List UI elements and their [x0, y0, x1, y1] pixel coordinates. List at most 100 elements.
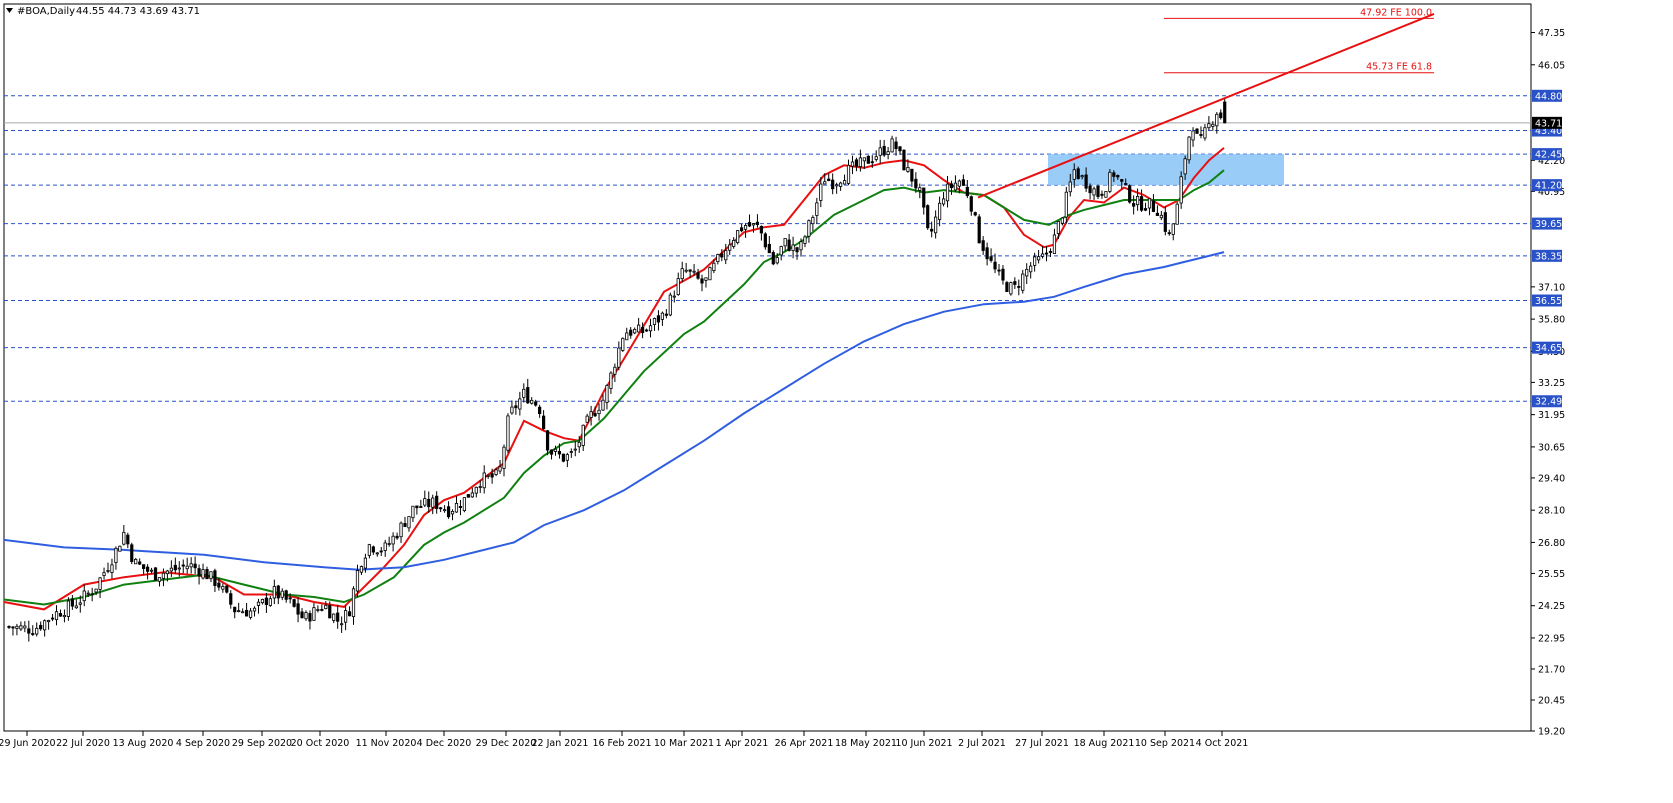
candle-body — [1092, 188, 1096, 196]
candle-body — [510, 406, 514, 414]
candle-body — [149, 569, 154, 572]
candle-body — [411, 505, 415, 519]
candle-body — [62, 614, 67, 618]
candle-body — [767, 243, 771, 254]
x-tick-label: 22 Jul 2020 — [56, 738, 110, 749]
triangle-down-icon[interactable] — [6, 8, 13, 13]
x-tick-label: 4 Dec 2020 — [417, 738, 472, 749]
candle-body — [403, 523, 407, 527]
candle-body — [316, 609, 320, 611]
candle-body — [189, 563, 193, 568]
candle-body — [1211, 123, 1215, 127]
candle-body — [648, 325, 653, 332]
candle-body — [1108, 171, 1112, 192]
candle-body — [217, 582, 221, 588]
candle-body — [573, 448, 577, 451]
candle-body — [783, 238, 787, 247]
candle-body — [930, 228, 934, 232]
candle-body — [791, 244, 795, 251]
candle-body — [165, 570, 169, 575]
candle-body — [54, 611, 59, 621]
candle-body — [692, 270, 696, 273]
plot-frame — [3, 3, 1532, 732]
candle-body — [379, 550, 383, 553]
level-badge — [1532, 395, 1562, 408]
x-tick-label: 18 May 2021 — [835, 738, 897, 749]
candle-body — [1005, 282, 1009, 293]
candle-body — [1116, 175, 1120, 178]
candle-body — [680, 268, 684, 280]
candle-body — [1215, 113, 1219, 127]
candle-body — [1088, 185, 1092, 194]
trend-line — [977, 12, 1435, 199]
x-tick-label: 10 Sep 2021 — [1135, 738, 1195, 749]
candle-body — [502, 446, 506, 469]
candle-body — [807, 220, 811, 237]
candle-body — [482, 472, 486, 489]
candle-body — [545, 430, 550, 451]
candle-body — [1191, 130, 1195, 141]
candle-body — [126, 534, 130, 545]
x-tick-label: 11 Nov 2020 — [356, 738, 417, 749]
candle-body — [43, 620, 47, 631]
candle-body — [470, 492, 474, 498]
candle-body — [914, 178, 918, 189]
candle-body — [324, 604, 328, 609]
candle-body — [557, 450, 562, 455]
candle-body — [581, 424, 585, 446]
candle-body — [522, 388, 526, 398]
level-badge — [1532, 179, 1562, 192]
candle-body — [1013, 281, 1017, 285]
candle-body — [684, 269, 688, 272]
candle-body — [86, 592, 90, 595]
x-tick-label: 13 Aug 2020 — [113, 738, 174, 749]
candle-body — [609, 372, 613, 389]
candle-body — [98, 577, 102, 590]
candle-body — [82, 590, 86, 602]
candle-body — [1076, 168, 1080, 180]
candle-body — [161, 572, 166, 579]
candle-body — [209, 571, 213, 580]
candle-body — [953, 182, 958, 191]
candle-body — [1128, 185, 1132, 203]
candle-body — [387, 543, 391, 545]
candle-body — [1195, 128, 1199, 134]
candle-body — [1155, 212, 1159, 216]
candle-body — [676, 278, 680, 296]
level-badge — [1532, 148, 1562, 161]
candle-body — [102, 572, 106, 576]
candle-body — [272, 586, 276, 599]
candle-body — [169, 567, 173, 572]
candle-body — [1033, 256, 1037, 266]
candle-body — [553, 448, 558, 452]
candle-body — [74, 605, 78, 609]
candle-body — [743, 225, 748, 230]
support-zone — [1048, 154, 1284, 186]
candle-body — [858, 157, 863, 167]
candle-body — [973, 212, 977, 216]
candle-body — [498, 466, 502, 472]
fib-label: 47.92 FE 100.0 — [1360, 7, 1432, 18]
candle-body — [486, 474, 490, 477]
candle-body — [1171, 223, 1175, 235]
candle-body — [494, 469, 498, 476]
candle-body — [359, 566, 364, 573]
candle-body — [435, 495, 439, 509]
candle-body — [177, 567, 181, 570]
candle-body — [118, 545, 122, 552]
candle-body — [668, 294, 672, 316]
y-tick-label: 24.25 — [1538, 601, 1565, 612]
level-badge-label: 44.80 — [1535, 91, 1562, 102]
moving-averages — [3, 147, 1225, 611]
candle-body — [696, 272, 700, 279]
candle-body — [1060, 217, 1064, 224]
candle-body — [755, 221, 760, 225]
x-tick-label: 4 Sep 2020 — [176, 738, 230, 749]
axes: 29 Jun 2020 22 Jul 2020 13 Aug 2020 4 Sep 2… — [0, 28, 1565, 749]
candle-body — [704, 277, 708, 281]
candle-body — [462, 497, 467, 512]
candle-body — [799, 241, 803, 251]
current-price-label: 43.71 — [1535, 118, 1562, 129]
